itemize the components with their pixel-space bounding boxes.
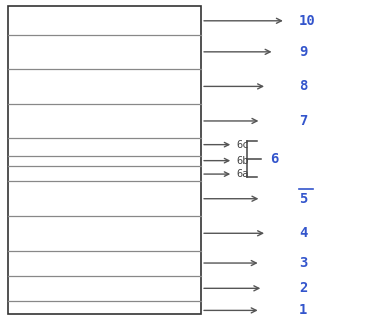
Text: 6b: 6b bbox=[236, 156, 249, 166]
Text: 10: 10 bbox=[299, 14, 316, 28]
Text: 1: 1 bbox=[299, 303, 307, 317]
Text: 2: 2 bbox=[299, 281, 307, 295]
Text: 5: 5 bbox=[299, 192, 307, 206]
Text: 4: 4 bbox=[299, 226, 307, 240]
Bar bbox=[8, 6, 201, 314]
Text: 9: 9 bbox=[299, 45, 307, 59]
Text: 8: 8 bbox=[299, 79, 307, 93]
Text: 6c: 6c bbox=[236, 140, 249, 150]
Text: 7: 7 bbox=[299, 114, 307, 128]
Text: 6a: 6a bbox=[236, 169, 249, 179]
Text: 3: 3 bbox=[299, 256, 307, 270]
Text: 6: 6 bbox=[270, 152, 278, 166]
